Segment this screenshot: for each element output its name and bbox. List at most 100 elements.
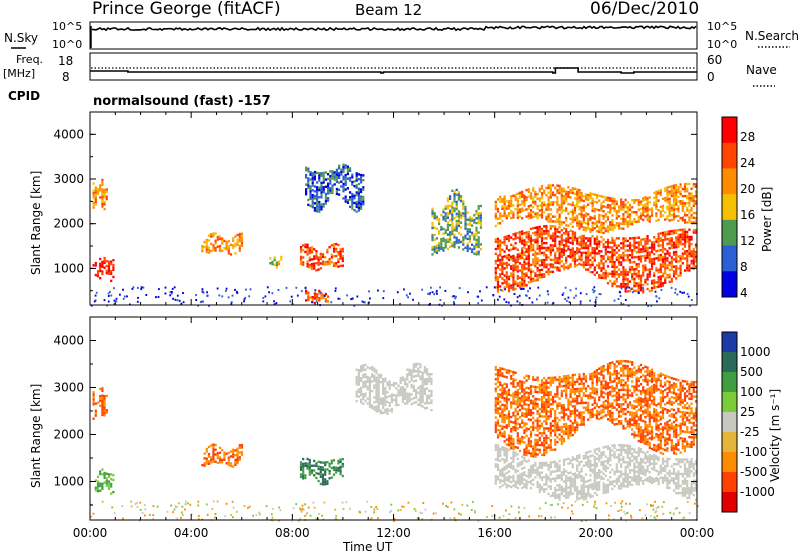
speckle-cell — [565, 299, 568, 302]
echo-cell — [569, 476, 572, 479]
echo-cell — [692, 257, 695, 261]
echo-cell — [207, 455, 211, 458]
echo-cell — [529, 273, 533, 276]
echo-cell — [653, 456, 656, 459]
echo-cell — [388, 409, 391, 412]
echo-cell — [330, 260, 333, 264]
echo-cell — [218, 244, 222, 248]
echo-cell — [521, 472, 524, 475]
echo-cell — [565, 219, 568, 222]
echo-cell — [423, 390, 426, 393]
speckle-cell — [436, 292, 438, 295]
echo-cell — [514, 451, 517, 455]
echo-cell — [462, 212, 465, 215]
echo-cell — [567, 231, 570, 234]
echo-cell — [659, 193, 662, 197]
echo-cell — [569, 483, 572, 486]
speckle-cell — [296, 294, 299, 297]
echo-cell — [576, 205, 579, 208]
echo-cell — [578, 473, 581, 476]
echo-cell — [615, 224, 618, 227]
echo-cell — [101, 487, 104, 490]
echo-cell — [668, 474, 671, 478]
echo-cell — [516, 209, 519, 212]
echo-cell — [311, 181, 314, 185]
echo-cell — [338, 193, 341, 196]
echo-cell — [560, 204, 563, 207]
echo-cell — [659, 265, 662, 269]
echo-cell — [626, 222, 629, 226]
echo-cell — [514, 480, 517, 484]
echo-cell — [646, 206, 649, 210]
echo-cell — [371, 368, 374, 371]
echo-cell — [593, 249, 596, 252]
power-echo-region — [305, 163, 365, 213]
echo-cell — [578, 248, 581, 251]
echo-cell — [591, 216, 594, 220]
echo-cell — [527, 212, 530, 215]
echo-cell — [683, 240, 687, 243]
speckle-cell — [433, 293, 435, 296]
echo-cell — [536, 278, 539, 282]
echo-cell — [538, 276, 541, 279]
nsky-tick-bottom: 10^0 — [52, 38, 82, 51]
echo-cell — [584, 229, 588, 232]
echo-cell — [613, 265, 616, 269]
echo-cell — [503, 478, 506, 481]
echo-cell — [694, 255, 698, 258]
echo-cell — [311, 193, 314, 197]
echo-cell — [523, 473, 526, 476]
echo-cell — [580, 206, 583, 209]
echo-cell — [631, 447, 634, 451]
echo-cell — [408, 392, 411, 396]
echo-cell — [648, 456, 651, 459]
speckle-cell — [575, 294, 577, 297]
echo-cell — [683, 182, 687, 186]
echo-cell — [576, 193, 579, 196]
echo-cell — [633, 220, 636, 223]
echo-cell — [659, 256, 662, 259]
echo-cell — [571, 191, 574, 195]
echo-cell — [525, 479, 528, 482]
echo-cell — [562, 494, 566, 498]
echo-cell — [494, 387, 497, 390]
echo-cell — [582, 263, 585, 266]
echo-cell — [210, 242, 213, 245]
echo-cell — [536, 233, 539, 236]
echo-cell — [551, 239, 555, 242]
echo-cell — [494, 448, 497, 452]
echo-cell — [675, 188, 678, 192]
echo-cell — [565, 227, 568, 231]
echo-cell — [562, 470, 566, 474]
echo-cell — [475, 217, 478, 220]
echo-cell — [631, 261, 634, 264]
echo-cell — [670, 277, 673, 281]
echo-cell — [318, 296, 321, 300]
echo-cell — [212, 445, 215, 449]
echo-cell — [449, 238, 452, 241]
echo-cell — [694, 229, 698, 232]
echo-cell — [521, 263, 524, 267]
echo-cell — [567, 224, 570, 227]
echo-cell — [512, 257, 515, 260]
echo-cell — [543, 230, 546, 233]
echo-cell — [368, 381, 371, 384]
echo-cell — [415, 379, 418, 382]
echo-cell — [538, 247, 541, 250]
echo-cell — [462, 205, 465, 208]
echo-cell — [344, 164, 347, 167]
echo-cell — [507, 285, 511, 288]
echo-cell — [417, 403, 420, 406]
echo-cell — [642, 460, 645, 464]
echo-cell — [686, 468, 689, 471]
echo-cell — [431, 226, 434, 230]
echo-cell — [494, 426, 497, 429]
echo-cell — [549, 227, 552, 230]
echo-cell — [455, 227, 458, 230]
echo-cell — [341, 257, 344, 260]
echo-cell — [604, 474, 607, 477]
speckle-cell — [330, 301, 333, 304]
echo-cell — [351, 197, 354, 201]
echo-cell — [661, 250, 665, 254]
echo-cell — [560, 238, 563, 241]
